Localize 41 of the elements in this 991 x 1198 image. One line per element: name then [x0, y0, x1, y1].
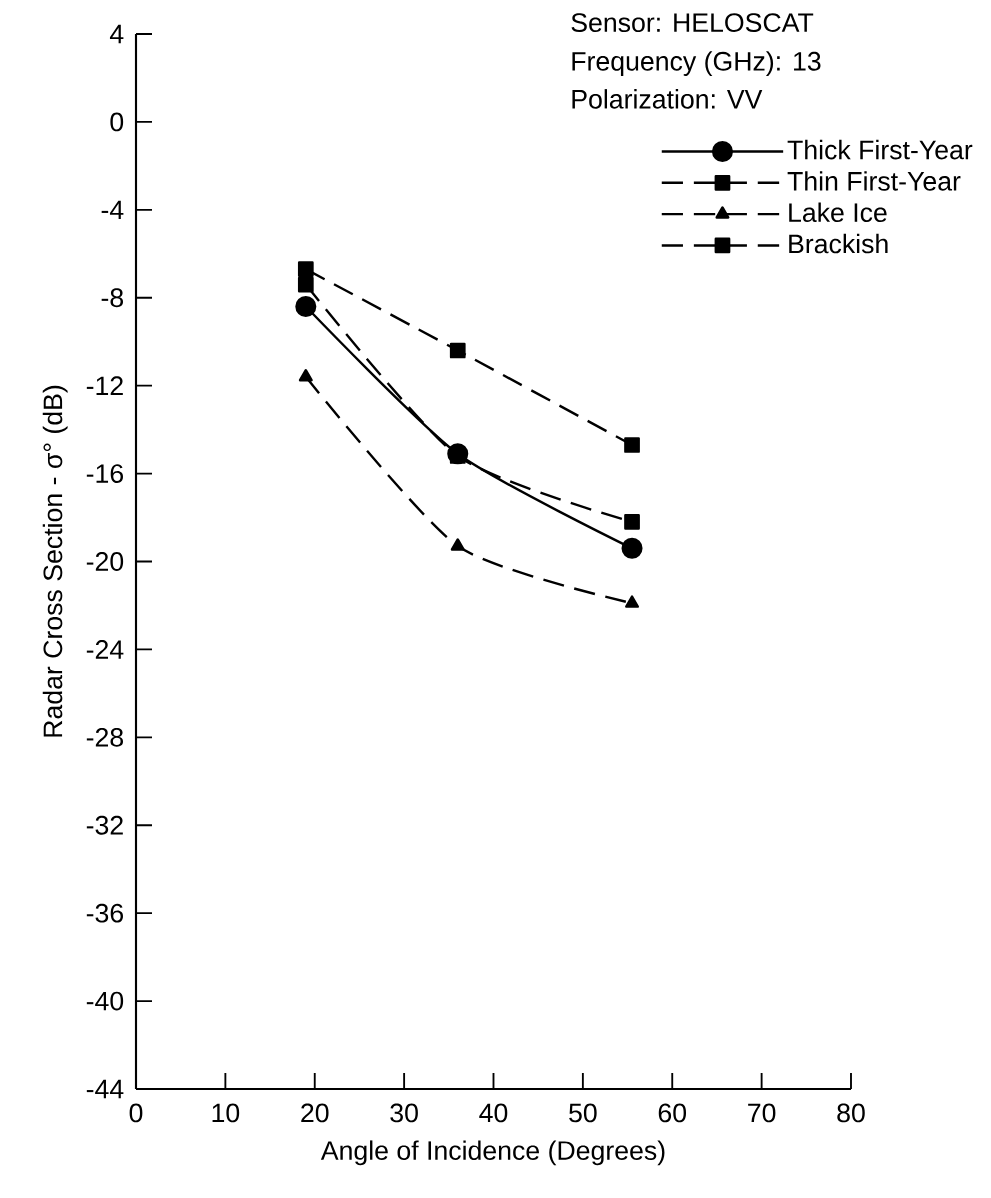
legend-label: Lake Ice	[789, 202, 887, 223]
x-tick-label: 20	[301, 1103, 329, 1123]
legend-label: Brackish	[789, 233, 888, 254]
y-tick-label: -44	[86, 1079, 124, 1099]
point	[449, 342, 466, 359]
y-tick-label: -12	[86, 376, 123, 395]
y-axis-title: Radar Cross Section - σ° (dB)	[42, 385, 68, 737]
y-tick-label: -36	[86, 903, 123, 923]
y-tick-label: 0	[110, 112, 124, 132]
y-tick-label: -16	[86, 464, 123, 483]
x-tick-label: 80	[837, 1103, 865, 1123]
x-tick-label: 0	[129, 1103, 143, 1123]
y-tick-label: -40	[86, 991, 124, 1011]
point	[298, 369, 313, 382]
x-tick-label: 50	[569, 1103, 597, 1123]
annotation: Frequency (GHz): 13	[572, 51, 821, 77]
y-tick-label: -32	[86, 815, 123, 835]
x-tick-label: 10	[212, 1103, 240, 1123]
y-tick-label: -28	[86, 727, 124, 747]
point	[621, 537, 643, 559]
y-tick-label: -4	[101, 200, 124, 219]
point	[624, 437, 640, 453]
legend-label: Thin First-Year	[787, 171, 961, 191]
y-tick-label: -24	[86, 640, 124, 659]
point	[297, 276, 314, 293]
y-tick-label: -20	[86, 552, 124, 571]
y-tick-label: -8	[101, 288, 124, 308]
point	[450, 538, 465, 551]
y-tick-label: 4	[109, 24, 124, 44]
x-axis-title: Angle of Incidence (Degrees)	[320, 1140, 665, 1166]
point	[295, 296, 317, 318]
x-tick-label: 40	[479, 1103, 508, 1123]
point	[625, 595, 639, 608]
point	[624, 514, 640, 530]
x-tick-label: 70	[748, 1103, 776, 1123]
text: Sensor: HELOSCAT	[571, 13, 814, 33]
x-tick-label: 60	[658, 1103, 687, 1123]
x-tick-label: 30	[390, 1103, 418, 1123]
legend-label: Thick First-Year	[787, 139, 973, 160]
point	[297, 261, 314, 278]
annotation: Polarization: VV	[572, 89, 763, 109]
